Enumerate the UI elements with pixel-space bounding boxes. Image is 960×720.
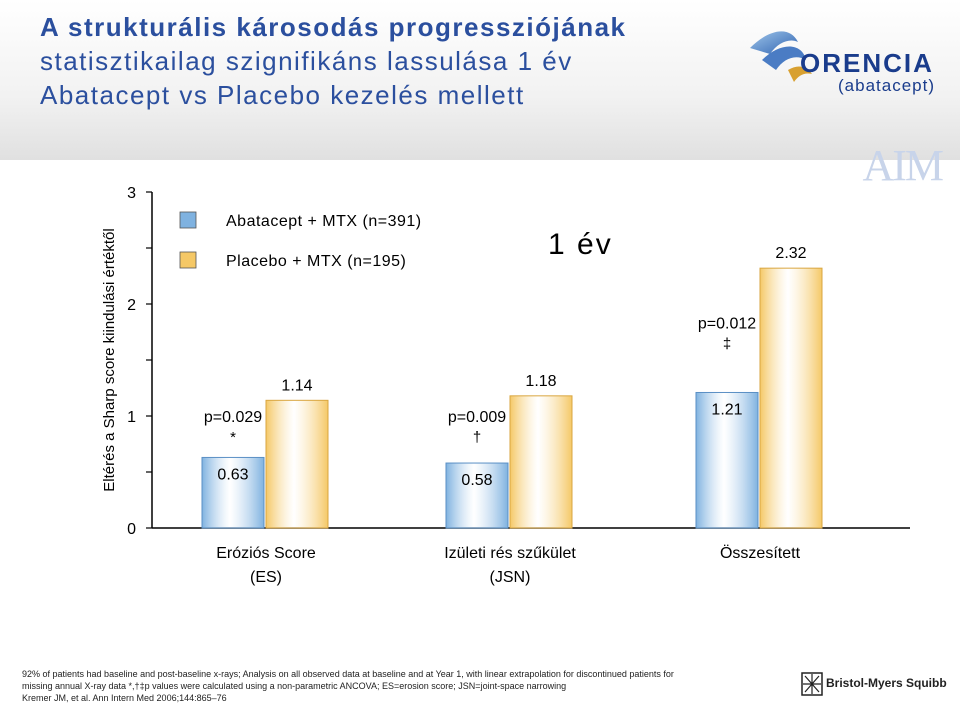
category-label: Eróziós Score bbox=[216, 545, 316, 562]
title-line-1: A strukturális károsodás progressziójána… bbox=[40, 12, 627, 42]
category-label: (ES) bbox=[250, 569, 282, 586]
bar bbox=[201, 456, 265, 529]
p-value-label: p=0.029 bbox=[204, 409, 262, 426]
bms-logo-icon bbox=[801, 672, 823, 696]
legend-label: Placebo + MTX (n=195) bbox=[226, 253, 406, 270]
significance-symbol: * bbox=[230, 429, 236, 446]
bar-chart: 0 1 2 3 Eltérés a Sharp score kiindulási ért… bbox=[101, 185, 910, 586]
title-line-2: statisztikailag szignifikáns lassulása 1… bbox=[40, 46, 573, 76]
y-axis-label: Eltérés a Sharp score kiindulási értéktő… bbox=[101, 228, 118, 491]
company-name: Bristol-Myers Squibb bbox=[826, 676, 947, 690]
significance-symbol: † bbox=[473, 429, 481, 446]
p-value-label: p=0.009 bbox=[448, 409, 506, 426]
bar bbox=[695, 391, 759, 529]
brand-generic-name: (abatacept) bbox=[838, 76, 935, 95]
bar bbox=[265, 399, 329, 529]
legend-label: Abatacept + MTX (n=391) bbox=[226, 213, 422, 230]
category-label: Összesített bbox=[720, 544, 801, 562]
bar bbox=[759, 267, 823, 529]
header-band bbox=[0, 0, 960, 160]
p-value-label: p=0.012 bbox=[698, 315, 756, 332]
slide-title: A strukturális károsodás progressziójána… bbox=[40, 10, 720, 112]
brand-name: ORENCIA bbox=[800, 48, 934, 78]
bar-value-label: 1.18 bbox=[525, 373, 556, 390]
y-tick-label: 2 bbox=[127, 297, 136, 314]
legend-swatch bbox=[179, 211, 197, 229]
y-tick-label: 1 bbox=[127, 409, 136, 426]
footnote: 92% of patients had baseline and post-ba… bbox=[22, 668, 782, 704]
category-label: Izületi rés szűkület bbox=[444, 545, 576, 562]
orencia-bird-logo-icon bbox=[750, 31, 812, 82]
footnote-line-2: missing annual X-ray data *,†‡p values w… bbox=[22, 681, 567, 691]
footnote-line-1: 92% of patients had baseline and post-ba… bbox=[22, 669, 674, 679]
bar-value-label: 0.63 bbox=[217, 466, 248, 483]
y-tick-label: 3 bbox=[127, 185, 136, 202]
bar-value-label: 0.58 bbox=[461, 472, 492, 489]
bar-value-label: 2.32 bbox=[775, 245, 806, 262]
bar-value-label: 1.14 bbox=[281, 377, 312, 394]
category-label: (JSN) bbox=[490, 569, 531, 586]
period-label: 1 év bbox=[548, 228, 613, 261]
watermark-text: AIM bbox=[862, 141, 944, 190]
legend-swatch bbox=[179, 251, 197, 269]
bar bbox=[445, 462, 509, 529]
y-tick-label: 0 bbox=[127, 521, 136, 538]
title-line-3: Abatacept vs Placebo kezelés mellett bbox=[40, 80, 525, 110]
footnote-line-3: Kremer JM, et al. Ann Intern Med 2006;14… bbox=[22, 693, 227, 703]
bar bbox=[509, 395, 573, 529]
bar-value-label: 1.21 bbox=[711, 401, 742, 418]
significance-symbol: ‡ bbox=[723, 335, 731, 352]
